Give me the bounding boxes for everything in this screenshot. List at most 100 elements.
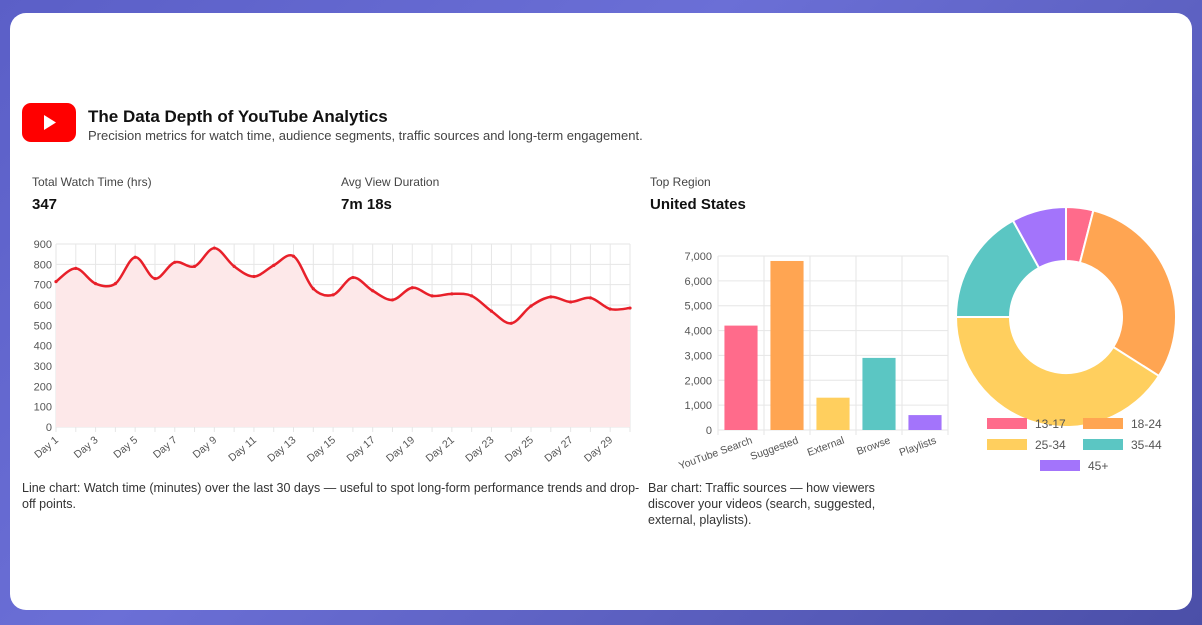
legend-swatch <box>1040 460 1080 471</box>
data-point <box>74 266 78 270</box>
x-tick-label: Suggested <box>749 434 800 463</box>
data-point <box>529 304 533 308</box>
y-tick-label: 1,000 <box>684 400 712 412</box>
y-tick-label: 0 <box>46 422 52 434</box>
bar-external <box>816 397 850 430</box>
data-point <box>173 260 177 264</box>
legend-swatch <box>1083 439 1123 450</box>
bar-chart-caption: Bar chart: Traffic sources — how viewers… <box>648 481 876 527</box>
y-tick-label: 200 <box>34 381 52 393</box>
y-tick-label: 100 <box>34 402 52 414</box>
data-point <box>628 306 632 310</box>
y-tick-label: 7,000 <box>684 251 712 263</box>
bar-suggested <box>770 260 804 430</box>
y-tick-label: 800 <box>34 259 52 271</box>
y-tick-label: 4,000 <box>684 326 712 338</box>
data-point <box>113 282 117 286</box>
metric-label: Avg View Duration <box>341 175 440 189</box>
youtube-play-icon <box>22 103 76 142</box>
x-tick-label: Day 11 <box>226 434 259 464</box>
data-point <box>232 264 236 268</box>
metric-avg-view-duration: Avg View Duration 7m 18s <box>341 175 439 213</box>
data-point <box>331 293 335 297</box>
data-point <box>93 282 98 286</box>
data-point <box>272 263 276 267</box>
data-point <box>549 295 553 299</box>
x-tick-label: Day 13 <box>265 434 298 465</box>
metric-value: 7m 18s <box>341 196 392 213</box>
x-tick-label: Day 21 <box>424 434 457 465</box>
page-title: The Data Depth of YouTube Analytics <box>88 107 388 126</box>
data-point <box>509 321 513 325</box>
x-tick-label: External <box>806 435 846 459</box>
y-tick-label: 500 <box>34 320 52 332</box>
y-tick-label: 3,000 <box>684 350 712 362</box>
data-point <box>470 294 474 298</box>
data-point <box>371 289 375 293</box>
y-tick-label: 300 <box>34 361 52 373</box>
data-point <box>430 294 434 298</box>
metric-top-region: Top Region United States <box>650 175 746 213</box>
x-tick-label: YouTube Search <box>677 434 754 472</box>
bar-browse <box>862 357 896 430</box>
y-tick-label: 600 <box>34 300 52 312</box>
x-tick-label: Day 19 <box>384 434 417 465</box>
metric-label: Total Watch Time (hrs) <box>32 175 152 189</box>
legend-swatch <box>1083 418 1123 429</box>
data-point <box>588 296 593 300</box>
traffic-sources-bar-chart: 0 1,000 2,000 3,000 4,000 5,000 6,000 7,000 YouT… <box>677 251 949 472</box>
metric-value: United States <box>650 196 746 213</box>
metric-value: 347 <box>32 196 58 213</box>
bar-youtube-search <box>724 325 758 430</box>
y-tick-label: 0 <box>706 425 712 437</box>
y-tick-label: 900 <box>34 239 52 251</box>
data-point <box>450 292 454 296</box>
x-tick-label: Day 3 <box>72 434 101 461</box>
legend-label: 35-44 <box>1131 438 1162 452</box>
slice-18-24 <box>1078 209 1177 378</box>
line-area-fill <box>56 248 630 427</box>
y-tick-label: 400 <box>34 341 52 353</box>
line-chart-caption: Line chart: Watch time (minutes) over th… <box>22 481 640 511</box>
x-tick-label: Day 27 <box>542 434 575 465</box>
data-point <box>569 300 573 304</box>
y-tick-label: 2,000 <box>684 375 712 387</box>
metric-total-watch-time: Total Watch Time (hrs) 347 <box>32 175 152 213</box>
watch-time-series-line <box>55 246 631 325</box>
legend-label: 13-17 <box>1035 417 1066 431</box>
y-tick-label: 700 <box>34 280 52 292</box>
x-tick-label: Day 5 <box>111 434 140 461</box>
x-tick-label: Day 9 <box>191 434 220 461</box>
data-point <box>153 276 157 281</box>
y-tick-label: 5,000 <box>684 301 712 313</box>
analytics-card: The Data Depth of YouTube Analytics Prec… <box>10 13 1192 610</box>
data-point <box>351 275 355 280</box>
x-tick-label: Day 1 <box>32 434 61 461</box>
metric-label: Top Region <box>650 175 711 189</box>
legend-label: 18-24 <box>1131 417 1162 431</box>
legend-swatch <box>987 418 1027 429</box>
bar-playlists <box>908 415 942 430</box>
legend-label: 45+ <box>1088 459 1108 473</box>
data-point <box>311 287 315 291</box>
data-point <box>133 255 137 259</box>
x-tick-label: Browse <box>855 434 892 457</box>
x-tick-label: Day 25 <box>503 434 536 465</box>
x-tick-label: Day 29 <box>582 434 615 465</box>
data-point <box>390 298 395 302</box>
audience-age-doughnut-chart: 13-17 18-24 25-34 35-44 45+ <box>954 205 1177 473</box>
data-point <box>192 264 197 268</box>
y-tick-label: 6,000 <box>684 276 712 288</box>
page-subtitle: Precision metrics for watch time, audien… <box>88 128 643 143</box>
data-point <box>489 309 494 313</box>
slice-45+ <box>1011 205 1067 270</box>
legend-label: 25-34 <box>1035 438 1066 452</box>
x-tick-label: Day 15 <box>305 434 338 465</box>
legend-swatch <box>987 439 1027 450</box>
x-tick-label: Day 17 <box>344 434 377 465</box>
data-point <box>252 274 256 279</box>
x-tick-label: Day 23 <box>463 434 496 465</box>
data-point <box>212 246 216 250</box>
data-point <box>410 286 414 290</box>
x-tick-label: Day 7 <box>151 434 180 461</box>
